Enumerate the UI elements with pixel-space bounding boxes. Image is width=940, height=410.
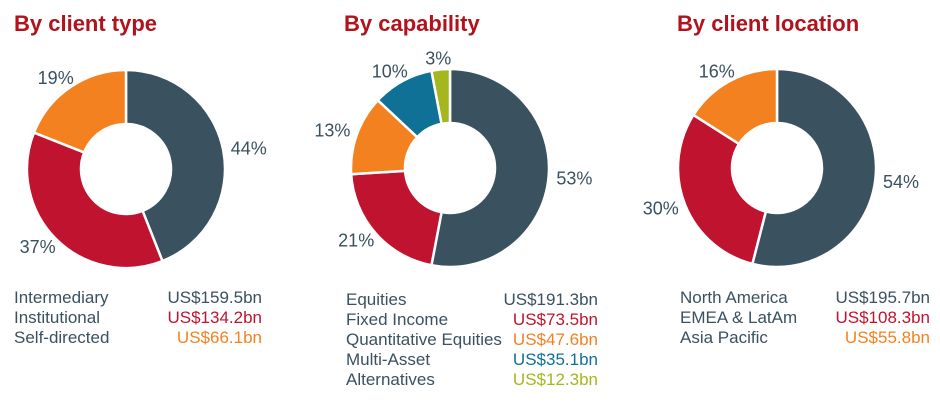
percent-label-emea-latam: 30% <box>643 199 679 219</box>
donut-chart-by-capability: By capability 53% 21% 13% 10% 3% Equities US$… <box>310 0 615 410</box>
donut-slice-equities <box>430 67 551 269</box>
legend-label: Quantitative Equities <box>346 330 502 349</box>
donut-plot-by-client-type: 44% 37% 19% <box>20 68 267 270</box>
legend-row-quantitative-equities: Quantitative Equities US$47.6bn <box>346 330 598 350</box>
donut-slice-alternatives <box>430 67 452 126</box>
donut-plot-by-capability: 53% 21% 13% 10% 3% <box>314 50 592 269</box>
chart-title-by-client-type: By client type <box>14 11 158 36</box>
legend-value: US$108.3bn <box>835 308 930 327</box>
chart-title-by-capability: By capability <box>344 11 480 36</box>
legend-value: US$66.1bn <box>176 328 262 347</box>
donut-chart-by-client-type: By client type 44% 37% 19% Intermediary US$… <box>0 0 305 410</box>
legend-label: Multi-Asset <box>346 350 431 369</box>
legend-label: Self-directed <box>14 328 110 347</box>
donut-slice-institutional <box>25 131 164 270</box>
legend-value: US$73.5bn <box>512 310 598 329</box>
legend-row-multi-asset: Multi-Asset US$35.1bn <box>346 350 598 370</box>
donut-slice-intermediary <box>124 68 227 263</box>
donut-slice-emea-latam <box>676 113 768 266</box>
legend-row-emea-latam: EMEA & LatAm US$108.3bn <box>680 308 930 328</box>
percent-label-asia-pacific: 16% <box>699 62 735 82</box>
legend-value: US$195.7bn <box>835 288 930 307</box>
legend-value: US$35.1bn <box>512 350 598 369</box>
legend-label: Alternatives <box>346 370 435 389</box>
donut-slice-self-directed <box>32 68 128 154</box>
legend-label: EMEA & LatAm <box>680 308 798 327</box>
legend-by-capability: Equities US$191.3bn Fixed Income US$73.5bn Q… <box>346 290 598 390</box>
legend-value: US$47.6bn <box>512 330 598 349</box>
donut-slice-fixed-income <box>349 169 443 267</box>
percent-label-fixed-income: 21% <box>338 231 374 251</box>
legend-value: US$55.8bn <box>844 328 930 347</box>
percent-label-multi-asset: 10% <box>372 62 408 82</box>
chart-title-by-client-location: By client location <box>677 11 860 36</box>
legend-row-fixed-income: Fixed Income US$73.5bn <box>346 310 598 330</box>
donut-slice-north-america <box>751 67 878 269</box>
legend-label: Equities <box>346 290 407 309</box>
legend-row-equities: Equities US$191.3bn <box>346 290 598 310</box>
legend-row-asia-pacific: Asia Pacific US$55.8bn <box>680 328 930 348</box>
legend-by-client-type: Intermediary US$159.5bn Institutional US$13… <box>14 288 262 348</box>
percent-label-equities: 53% <box>556 168 592 188</box>
legend-row-intermediary: Intermediary US$159.5bn <box>14 288 262 308</box>
legend-label: Fixed Income <box>346 310 449 329</box>
donut-slice-asia-pacific <box>692 67 779 146</box>
percent-label-alternatives: 3% <box>425 50 451 69</box>
percent-label-self-directed: 19% <box>38 68 74 88</box>
legend-by-client-location: North America US$195.7bn EMEA & LatAm US$10… <box>680 288 930 348</box>
legend-value: US$191.3bn <box>503 290 598 309</box>
percent-label-institutional: 37% <box>20 237 56 257</box>
legend-row-alternatives: Alternatives US$12.3bn <box>346 370 598 390</box>
legend-label: Asia Pacific <box>680 328 768 347</box>
percent-label-quantitative-equities: 13% <box>314 121 350 141</box>
percent-label-north-america: 54% <box>883 172 919 192</box>
legend-row-institutional: Institutional US$134.2bn <box>14 308 262 328</box>
legend-row-self-directed: Self-directed US$66.1bn <box>14 328 262 348</box>
legend-value: US$134.2bn <box>167 308 262 327</box>
legend-value: US$12.3bn <box>512 370 598 389</box>
donut-chart-by-client-location: By client location 54% 30% 16% North Ameri… <box>630 0 940 410</box>
legend-label: North America <box>680 288 788 307</box>
legend-row-north-america: North America US$195.7bn <box>680 288 930 308</box>
donut-plot-by-client-location: 54% 30% 16% <box>643 62 919 269</box>
legend-value: US$159.5bn <box>167 288 262 307</box>
legend-label: Institutional <box>14 308 100 327</box>
legend-label: Intermediary <box>14 288 109 307</box>
percent-label-intermediary: 44% <box>231 138 267 158</box>
